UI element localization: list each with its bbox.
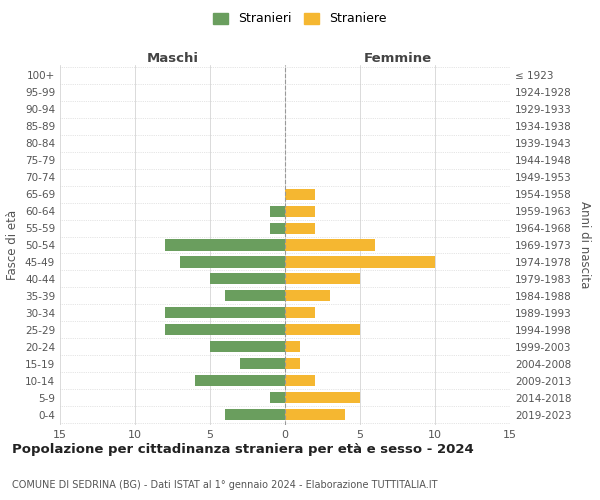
Legend: Stranieri, Straniere: Stranieri, Straniere xyxy=(209,8,391,29)
Bar xyxy=(285,206,315,216)
Bar xyxy=(285,342,300,352)
Bar xyxy=(240,358,285,370)
Bar xyxy=(270,206,285,216)
Bar xyxy=(225,410,285,420)
Bar xyxy=(285,290,330,302)
Bar xyxy=(285,222,315,234)
Bar xyxy=(210,342,285,352)
Bar xyxy=(285,376,315,386)
Bar xyxy=(285,256,435,268)
Bar xyxy=(285,410,345,420)
Y-axis label: Fasce di età: Fasce di età xyxy=(7,210,19,280)
Text: COMUNE DI SEDRINA (BG) - Dati ISTAT al 1° gennaio 2024 - Elaborazione TUTTITALIA: COMUNE DI SEDRINA (BG) - Dati ISTAT al 1… xyxy=(12,480,437,490)
Y-axis label: Anni di nascita: Anni di nascita xyxy=(578,202,591,288)
Text: Popolazione per cittadinanza straniera per età e sesso - 2024: Popolazione per cittadinanza straniera p… xyxy=(12,442,474,456)
Bar xyxy=(285,308,315,318)
Bar xyxy=(180,256,285,268)
Bar xyxy=(270,392,285,404)
Bar xyxy=(165,324,285,336)
Text: Maschi: Maschi xyxy=(146,52,199,64)
Bar xyxy=(285,274,360,284)
Bar xyxy=(285,188,315,200)
Bar xyxy=(165,240,285,250)
Bar xyxy=(165,308,285,318)
Bar xyxy=(195,376,285,386)
Bar xyxy=(285,392,360,404)
Bar xyxy=(285,240,375,250)
Bar xyxy=(225,290,285,302)
Bar xyxy=(285,324,360,336)
Bar xyxy=(210,274,285,284)
Bar xyxy=(285,358,300,370)
Bar xyxy=(270,222,285,234)
Text: Femmine: Femmine xyxy=(364,52,431,64)
